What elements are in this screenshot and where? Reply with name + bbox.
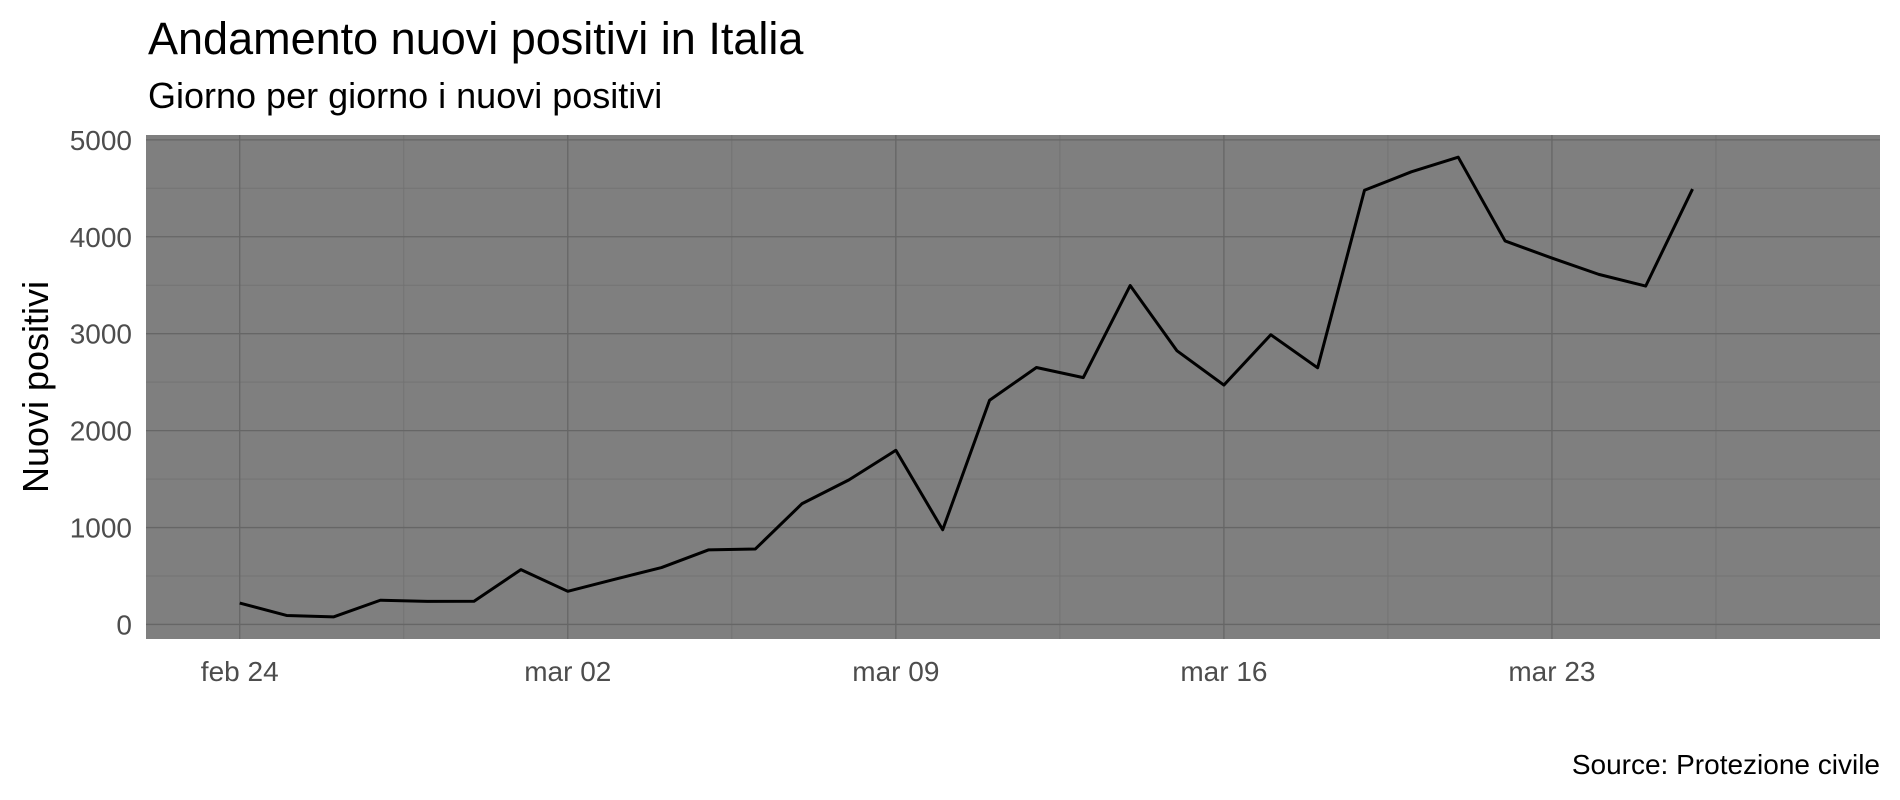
y-tick-label: 0	[116, 609, 132, 640]
x-tick-label: feb 24	[201, 656, 279, 687]
x-tick-label: mar 16	[1180, 656, 1267, 687]
x-axis: feb 24 mar 02 mar 09 mar 16 mar 23	[201, 656, 1596, 687]
plot-panel	[146, 135, 1880, 639]
series-line	[239, 155, 1694, 619]
chart-caption: Source: Protezione civile	[1572, 749, 1880, 780]
y-axis-title: Nuovi positivi	[15, 281, 56, 493]
y-tick-label: 4000	[70, 222, 132, 253]
chart-title: Andamento nuovi positivi in Italia	[148, 13, 804, 64]
x-tick-label: mar 09	[852, 656, 939, 687]
y-tick-label: 5000	[70, 125, 132, 156]
chart-subtitle: Giorno per giorno i nuovi positivi	[148, 75, 662, 116]
y-tick-label: 3000	[70, 319, 132, 350]
grid-major	[146, 135, 1880, 639]
x-tick-label: mar 02	[524, 656, 611, 687]
y-tick-label: 2000	[70, 416, 132, 447]
y-tick-label: 1000	[70, 513, 132, 544]
x-tick-label: mar 23	[1508, 656, 1595, 687]
y-axis: 0 1000 2000 3000 4000 5000	[70, 125, 132, 641]
